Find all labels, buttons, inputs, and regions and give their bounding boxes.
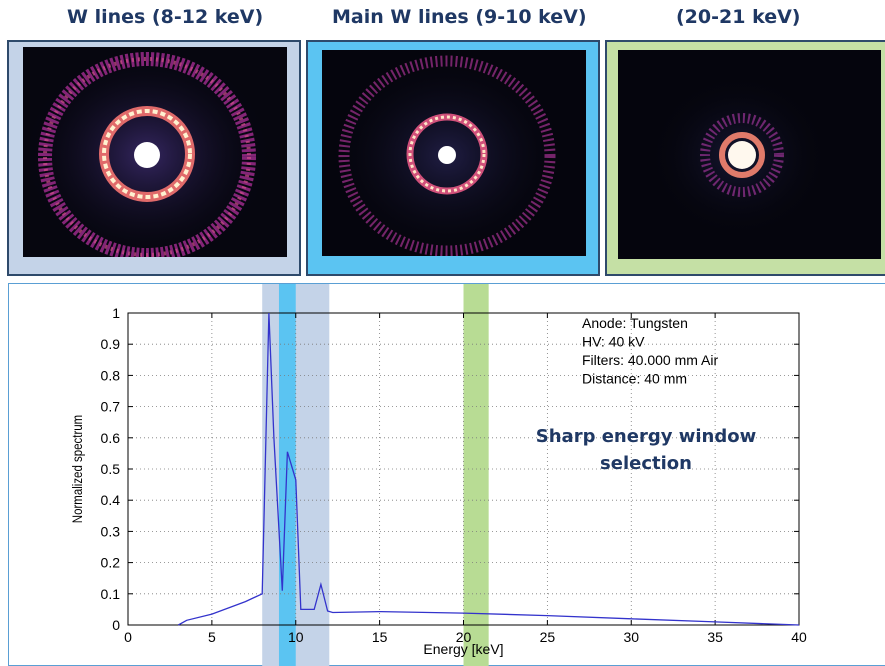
chart-frame — [8, 283, 885, 666]
x-axis-label: Energy [keV] — [423, 641, 503, 657]
source-annotation-line: Anode: Tungsten — [582, 315, 688, 331]
panel-title-w-lines: W lines (8-12 keV) — [67, 6, 264, 28]
source-annotation-line: Distance: 40 mm — [582, 371, 687, 387]
source-annotation-line: HV: 40 kV — [582, 334, 645, 350]
y-tick-label: 0.7 — [101, 399, 121, 415]
energy-band-1 — [278, 284, 296, 666]
y-tick-label: 0.6 — [101, 430, 121, 446]
panel-w-lines — [7, 40, 301, 276]
x-tick-label: 30 — [623, 629, 639, 645]
y-tick-label: 0.1 — [101, 586, 121, 602]
y-tick-label: 0.9 — [101, 336, 121, 352]
ring-image-main-w-lines — [322, 50, 586, 256]
y-tick-label: 0.2 — [101, 555, 121, 571]
x-tick-label: 40 — [791, 629, 807, 645]
y-tick-label: 0.8 — [101, 367, 121, 383]
x-tick-label: 15 — [372, 629, 388, 645]
y-axis-label: Normalized spectrum — [69, 415, 85, 523]
spectrum-line — [177, 312, 800, 626]
energy-band-2 — [463, 284, 489, 666]
source-annotation-line: Filters: 40.000 mm Air — [582, 352, 718, 368]
callout-line: Sharp energy window — [536, 426, 756, 447]
x-tick-label: 5 — [208, 629, 216, 645]
x-tick-label: 10 — [288, 629, 304, 645]
panel-title-20-21kev: (20-21 keV) — [676, 6, 801, 28]
y-tick-label: 0.4 — [101, 492, 121, 508]
ring-image-w-lines — [23, 47, 287, 257]
callout-line: selection — [600, 453, 692, 474]
y-tick-label: 0 — [112, 617, 120, 633]
panel-main-w-lines — [306, 40, 600, 276]
x-tick-label: 35 — [707, 629, 723, 645]
panel-20-21kev — [605, 40, 885, 276]
x-tick-label: 20 — [456, 629, 472, 645]
y-tick-label: 0.5 — [101, 461, 121, 477]
y-tick-label: 1 — [112, 305, 120, 321]
y-tick-label: 0.3 — [101, 523, 121, 539]
x-tick-label: 25 — [540, 629, 556, 645]
x-tick-label: 0 — [124, 629, 132, 645]
panel-title-main-w-lines: Main W lines (9-10 keV) — [332, 6, 587, 28]
ring-image-20-21kev — [618, 50, 881, 259]
